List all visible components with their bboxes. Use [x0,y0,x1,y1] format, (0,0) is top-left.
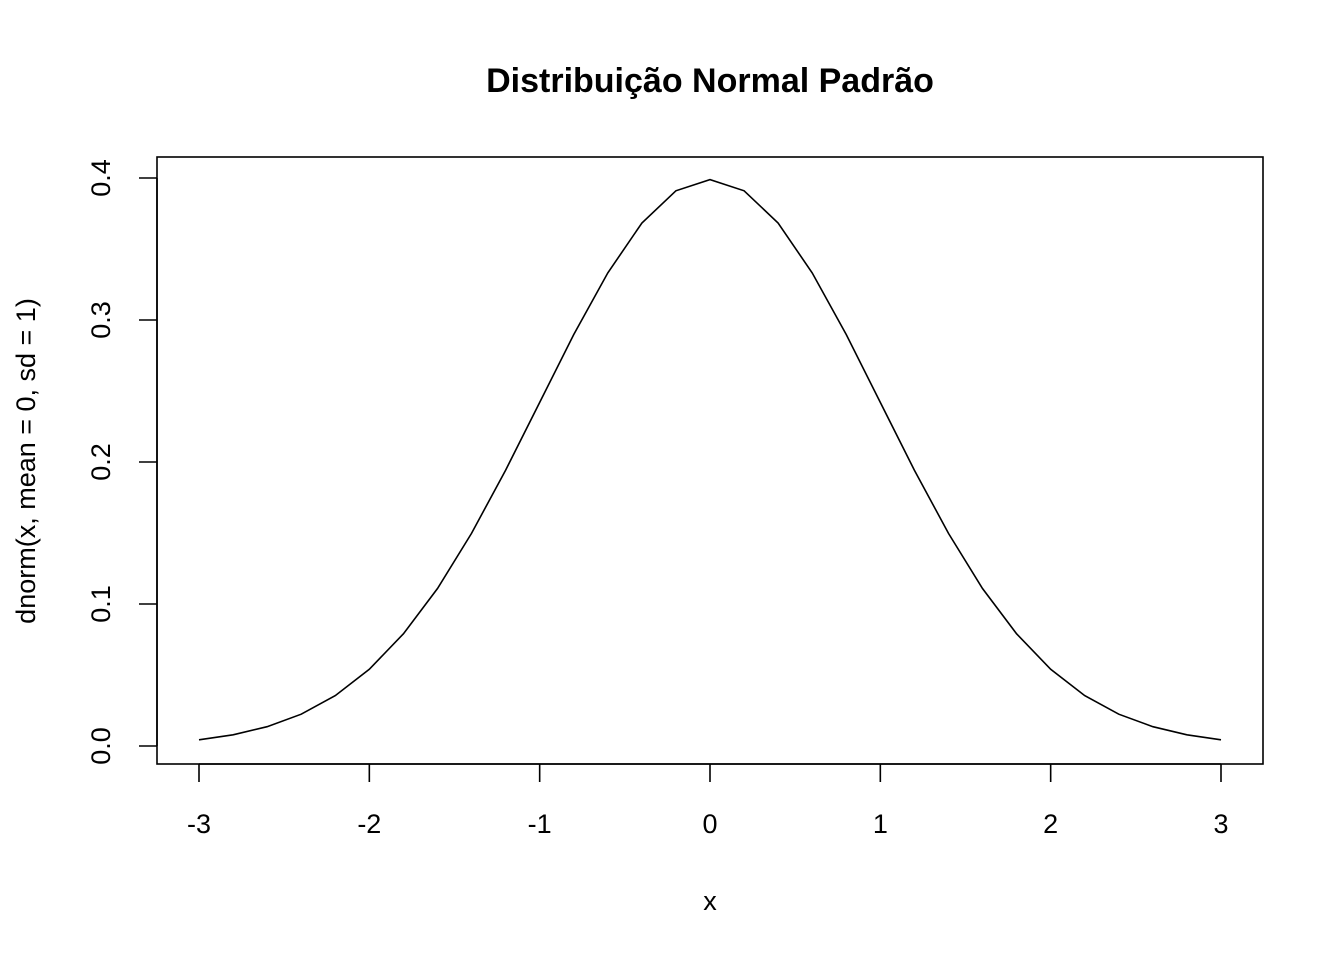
chart-title: Distribuição Normal Padrão [486,62,934,100]
y-tick-label: 0.1 [86,585,116,623]
y-tick-label: 0.2 [86,443,116,481]
x-axis-label: x [703,886,717,916]
y-axis: 0.0 0.1 0.2 0.3 0.4 [86,159,158,765]
x-tick-label: 0 [702,809,717,839]
x-tick-label: 1 [873,809,888,839]
x-tick-label: 2 [1043,809,1058,839]
x-tick-label: -2 [357,809,381,839]
y-tick-label: 0.0 [86,727,116,765]
x-axis: -3 -2 -1 0 1 2 3 [187,763,1229,839]
y-axis-label: dnorm(x, mean = 0, sd = 1) [11,298,41,624]
x-tick-label: -3 [187,809,211,839]
plot-frame [156,156,1264,765]
x-tick-label: 3 [1213,809,1228,839]
series-line [198,178,1222,741]
y-tick-label: 0.4 [86,159,116,197]
x-tick-label: -1 [528,809,552,839]
y-tick-label: 0.3 [86,301,116,339]
